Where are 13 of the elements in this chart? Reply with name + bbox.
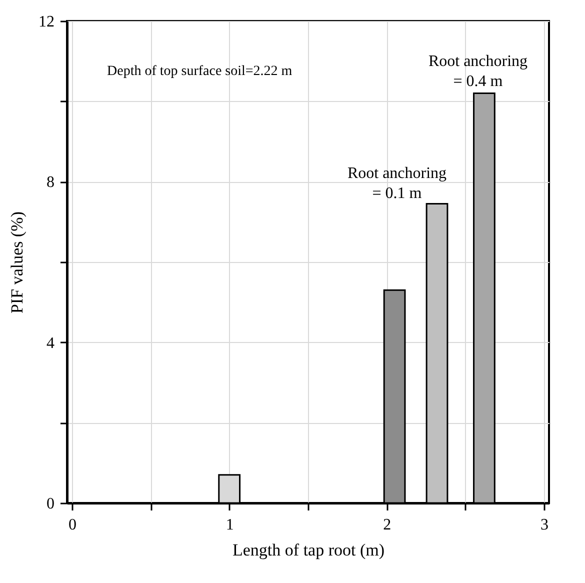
x-tick-label: 1 — [226, 516, 234, 534]
x-tick-label: 0 — [68, 516, 76, 534]
annotation: Root anchoring = 0.1 m — [347, 165, 447, 202]
y-axis-title: PIF values (%) — [8, 212, 26, 314]
x-axis-title: Length of tap root (m) — [232, 540, 385, 560]
y-tick-label: 12 — [38, 14, 54, 30]
y-tick-label: 0 — [46, 496, 54, 512]
x-tick-label: 2 — [383, 516, 392, 534]
y-tick-label: 4 — [46, 334, 54, 352]
y-tick-label: 8 — [46, 174, 54, 192]
annotation: Depth of top surface soil=2.22 m — [107, 64, 292, 79]
annotation: Root anchoring = 0.4 m — [428, 53, 528, 90]
x-tick-label: 3 — [540, 516, 548, 534]
